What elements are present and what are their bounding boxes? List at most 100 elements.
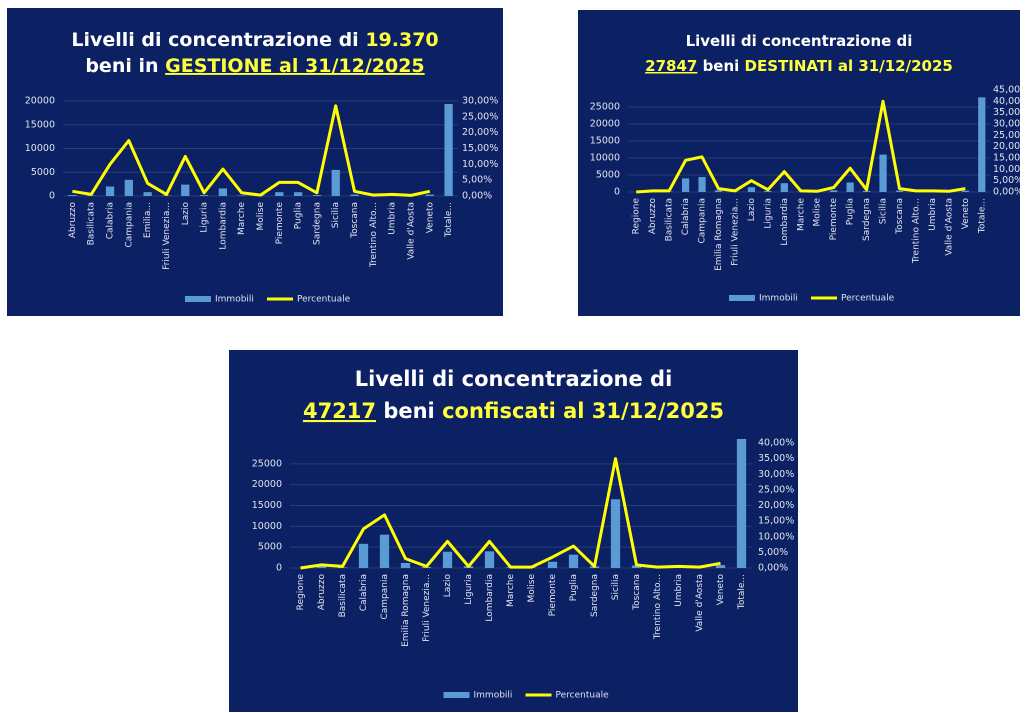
x-tick-label: Friuli Venezia... [730, 198, 740, 266]
y2-tick-label: 0,00% [758, 563, 788, 574]
x-tick-label: Campania [698, 198, 708, 244]
legend-swatch [729, 295, 755, 301]
y-tick-label: 15000 [590, 136, 620, 147]
y2-tick-label: 20,00% [462, 127, 498, 138]
bar [275, 192, 284, 196]
x-tick-label: Lazio [747, 198, 757, 222]
legend-swatch [185, 296, 211, 302]
x-tick-label: Valle d'Aosta [406, 202, 416, 260]
y2-tick-label: 15,00% [462, 143, 498, 154]
line [300, 457, 721, 570]
bar [862, 190, 871, 192]
bar [698, 177, 706, 192]
bar [484, 551, 495, 568]
title-part: beni [697, 57, 744, 75]
x-tick-label: Marche [796, 198, 806, 231]
bar [547, 561, 558, 568]
y-tick-label: 10000 [252, 521, 282, 532]
x-tick-label: Trentino Alto... [369, 202, 379, 268]
x-tick-label: Marche [237, 202, 247, 235]
chart-background [578, 10, 1020, 316]
legend-label: Immobili [759, 294, 798, 304]
x-tick-label: Abruzzo [648, 198, 658, 235]
y-tick-label: 10000 [25, 143, 55, 154]
chart-title: 47217 beni confiscati al 31/12/2025 [303, 399, 724, 423]
chart-title: 27847 beni DESTINATI al 31/12/2025 [645, 57, 953, 75]
title-part: confiscati al 31/12/2025 [442, 399, 724, 423]
legend-swatch [443, 692, 470, 698]
y-tick-label: 25000 [590, 102, 620, 113]
x-tick-label: Veneto [425, 202, 435, 234]
title-part: DESTINATI al 31/12/2025 [745, 57, 953, 75]
y-tick-label: 0 [276, 563, 282, 574]
y2-tick-label: 20,00% [758, 500, 794, 511]
y2-tick-label: 25,00% [462, 111, 498, 122]
y2-tick-label: 15,00% [758, 516, 794, 527]
y2-tick-label: 20,00% [993, 141, 1029, 152]
title-part: GESTIONE al 31/12/2025 [165, 55, 425, 77]
y-tick-label: 0 [49, 191, 55, 202]
y-tick-label: 10000 [590, 153, 620, 164]
bar [978, 97, 986, 192]
y2-tick-label: 0,00% [993, 187, 1023, 198]
y2-tick-label: 30,00% [462, 96, 498, 107]
legend-label: Immobili [474, 691, 513, 701]
line [72, 104, 431, 197]
x-tick-label: Sicilia [611, 574, 621, 600]
x-tick-label: Liguria [763, 198, 773, 229]
x-tick-label: Umbria [388, 202, 398, 235]
y2-tick-label: 15,00% [993, 153, 1029, 164]
x-tick-label: Friuli Venezia... [162, 202, 172, 270]
bar [181, 184, 190, 196]
x-tick-label: Regione [632, 198, 642, 235]
x-tick-label: Campania [380, 574, 390, 620]
x-tick-label: Puglia [846, 198, 856, 225]
chart-background [229, 350, 798, 712]
x-tick-label: Lombardia [485, 574, 495, 622]
x-tick-label: Toscana [895, 198, 905, 235]
x-tick-label: Sardegna [862, 198, 872, 241]
bar [124, 179, 133, 196]
x-tick-label: Molise [813, 198, 823, 227]
bar [780, 183, 788, 192]
x-tick-label: Trentino Alto... [911, 198, 921, 264]
y2-tick-label: 30,00% [758, 469, 794, 480]
x-tick-label: Sicilia [331, 202, 341, 228]
y2-tick-label: 40,00% [758, 438, 794, 449]
x-tick-label: Lombardia [218, 202, 228, 250]
bar [764, 190, 772, 192]
x-tick-label: Basilicata [87, 202, 97, 245]
bar [610, 499, 621, 568]
x-tick-label: Calabria [681, 198, 691, 235]
x-tick-label: Piemonte [829, 198, 839, 241]
bar [293, 192, 303, 196]
bar [312, 195, 322, 196]
bar [830, 190, 838, 192]
bar [444, 103, 453, 196]
y-tick-label: 5000 [596, 170, 620, 181]
x-tick-label: Molise [256, 202, 266, 231]
x-tick-label: Piemonte [548, 574, 558, 617]
x-tick-label: Umbria [674, 574, 684, 607]
x-tick-label: Valle d'Aosta [944, 198, 954, 256]
x-tick-label: Calabria [106, 202, 116, 239]
y2-tick-label: 10,00% [462, 159, 498, 170]
bar [105, 186, 115, 196]
legend-label: Percentuale [841, 294, 895, 304]
y-tick-label: 25000 [252, 458, 282, 469]
line [636, 99, 966, 194]
x-tick-label: Abruzzo [317, 574, 327, 611]
x-tick-label: Puglia [294, 202, 304, 229]
x-tick-label: Emilia Romagna [714, 198, 724, 271]
x-tick-label: Abruzzo [68, 202, 78, 239]
bar [715, 565, 726, 568]
bar [846, 182, 854, 192]
y2-tick-label: 30,00% [993, 119, 1029, 130]
y2-tick-label: 25,00% [758, 484, 794, 495]
y2-tick-label: 35,00% [758, 453, 794, 464]
x-tick-label: Sicilia [879, 198, 889, 224]
chart-title: Livelli di concentrazione di 19.370 [71, 29, 438, 51]
y-tick-label: 20000 [25, 96, 55, 107]
y2-tick-label: 35,00% [993, 107, 1029, 118]
